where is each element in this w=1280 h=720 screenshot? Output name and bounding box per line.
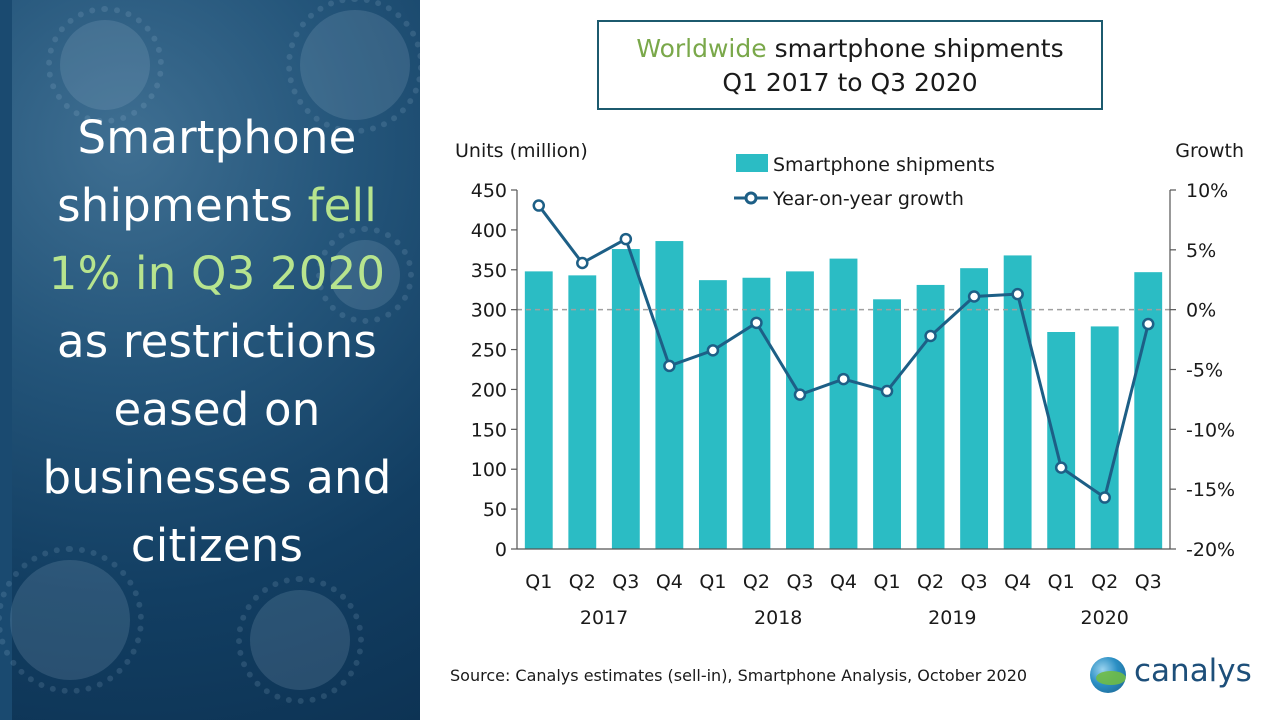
globe-logo-icon	[1090, 657, 1126, 693]
x-tick-label: Q4	[656, 571, 683, 593]
growth-point	[750, 316, 763, 330]
growth-point	[793, 388, 807, 401]
virus-decoration-icon	[46, 6, 164, 124]
y2-axis-label: Growth	[1175, 140, 1244, 162]
y-tick-label: 150	[471, 419, 507, 441]
headline-line: citizens	[130, 519, 304, 572]
bar-shipments	[1003, 255, 1032, 549]
virus-decoration-icon	[0, 546, 144, 694]
y-tick-label: 450	[471, 180, 507, 202]
legend-marker-growth	[744, 191, 758, 205]
y2-tick-label: -5%	[1186, 360, 1223, 382]
legend-swatch-shipments	[736, 154, 768, 172]
headline-line: eased on	[113, 383, 321, 436]
x-tick-label: Q2	[1091, 571, 1118, 593]
headline-text: shipments	[57, 179, 308, 232]
x-tick-label: Q1	[699, 571, 726, 593]
headline-highlight: 1% in Q3 2020	[48, 247, 386, 300]
y-tick-label: 400	[471, 220, 507, 242]
bar-shipments	[786, 271, 814, 549]
year-label: 2019	[928, 607, 976, 629]
legend-label-shipments: Smartphone shipments	[773, 154, 995, 176]
headline-line: Smartphone	[77, 111, 357, 164]
year-label: 2018	[754, 607, 802, 629]
y-tick-label: 300	[471, 300, 507, 322]
y-tick-label: 250	[471, 340, 507, 362]
growth-point	[967, 290, 981, 303]
bar-shipments	[960, 268, 989, 549]
growth-point	[1098, 491, 1111, 504]
bar-shipments	[1047, 332, 1076, 549]
growth-point	[1054, 461, 1068, 474]
x-tick-label: Q1	[1048, 571, 1075, 593]
growth-point	[576, 256, 589, 270]
y-tick-label: 100	[471, 459, 507, 481]
chart-title-box: Worldwide smartphone shipments Q1 2017 t…	[597, 20, 1103, 110]
growth-point	[924, 329, 937, 343]
legend-label-growth: Year-on-year growth	[772, 188, 964, 210]
x-tick-label: Q3	[961, 571, 988, 593]
x-tick-label: Q4	[830, 571, 857, 593]
y2-tick-label: -20%	[1186, 539, 1235, 561]
bar-shipments	[524, 271, 553, 549]
left-panel: Smartphone shipments fell 1% in Q3 2020 …	[0, 0, 420, 720]
y-tick-label: 50	[483, 499, 507, 521]
year-label: 2020	[1081, 607, 1129, 629]
growth-point	[532, 199, 546, 212]
growth-point	[1011, 287, 1024, 301]
x-tick-label: Q3	[612, 571, 639, 593]
growth-point	[706, 344, 720, 357]
headline-line: as restrictions	[57, 315, 377, 368]
bar-shipments	[916, 284, 945, 549]
y-tick-label: 0	[495, 539, 507, 561]
y2-tick-label: 0%	[1186, 300, 1216, 322]
x-tick-label: Q3	[1135, 571, 1162, 593]
bar-shipments	[611, 249, 640, 549]
left-panel-edge	[0, 0, 12, 720]
x-tick-label: Q1	[525, 571, 552, 593]
y2-tick-label: 5%	[1186, 240, 1216, 262]
bar-shipments	[1090, 326, 1119, 549]
canalys-logo: canalys	[1090, 653, 1270, 697]
growth-point	[1141, 317, 1155, 331]
chart-title-text: smartphone shipments	[766, 34, 1064, 63]
bar-shipments	[1134, 272, 1163, 549]
chart-title-line1: Worldwide smartphone shipments	[599, 32, 1101, 66]
growth-point	[619, 232, 633, 246]
y-axis-label: Units (million)	[455, 140, 588, 162]
chart-title-line2: Q1 2017 to Q3 2020	[722, 68, 978, 97]
bar-shipments	[698, 280, 727, 549]
growth-point	[663, 359, 676, 373]
growth-point	[837, 372, 850, 386]
headline-line: shipments fell	[22, 172, 412, 240]
headline-highlight: fell	[307, 179, 377, 232]
growth-point	[880, 384, 894, 398]
x-tick-label: Q2	[569, 571, 596, 593]
y2-tick-label: -15%	[1186, 479, 1235, 501]
bar-shipments	[568, 275, 597, 549]
bar-shipments	[655, 241, 684, 549]
y-tick-label: 350	[471, 260, 507, 282]
bar-shipments	[829, 258, 858, 549]
logo-text: canalys	[1134, 653, 1252, 689]
chart-title-highlight: Worldwide	[636, 34, 767, 63]
x-tick-label: Q4	[1004, 571, 1031, 593]
y-tick-label: 200	[471, 379, 507, 401]
virus-decoration-icon	[286, 0, 420, 134]
virus-decoration-icon	[236, 576, 364, 704]
source-note: Source: Canalys estimates (sell-in), Sma…	[450, 666, 1028, 685]
bar-shipments	[873, 299, 901, 549]
x-tick-label: Q3	[786, 571, 813, 593]
headline-line: businesses and	[42, 451, 392, 504]
y2-tick-label: 10%	[1186, 180, 1228, 202]
virus-decoration-icon	[316, 226, 414, 324]
y2-tick-label: -10%	[1186, 419, 1235, 441]
year-label: 2017	[580, 607, 628, 629]
x-tick-label: Q2	[917, 571, 944, 593]
x-tick-label: Q2	[743, 571, 770, 593]
x-tick-label: Q1	[874, 571, 901, 593]
headline: Smartphone shipments fell 1% in Q3 2020 …	[22, 104, 412, 580]
